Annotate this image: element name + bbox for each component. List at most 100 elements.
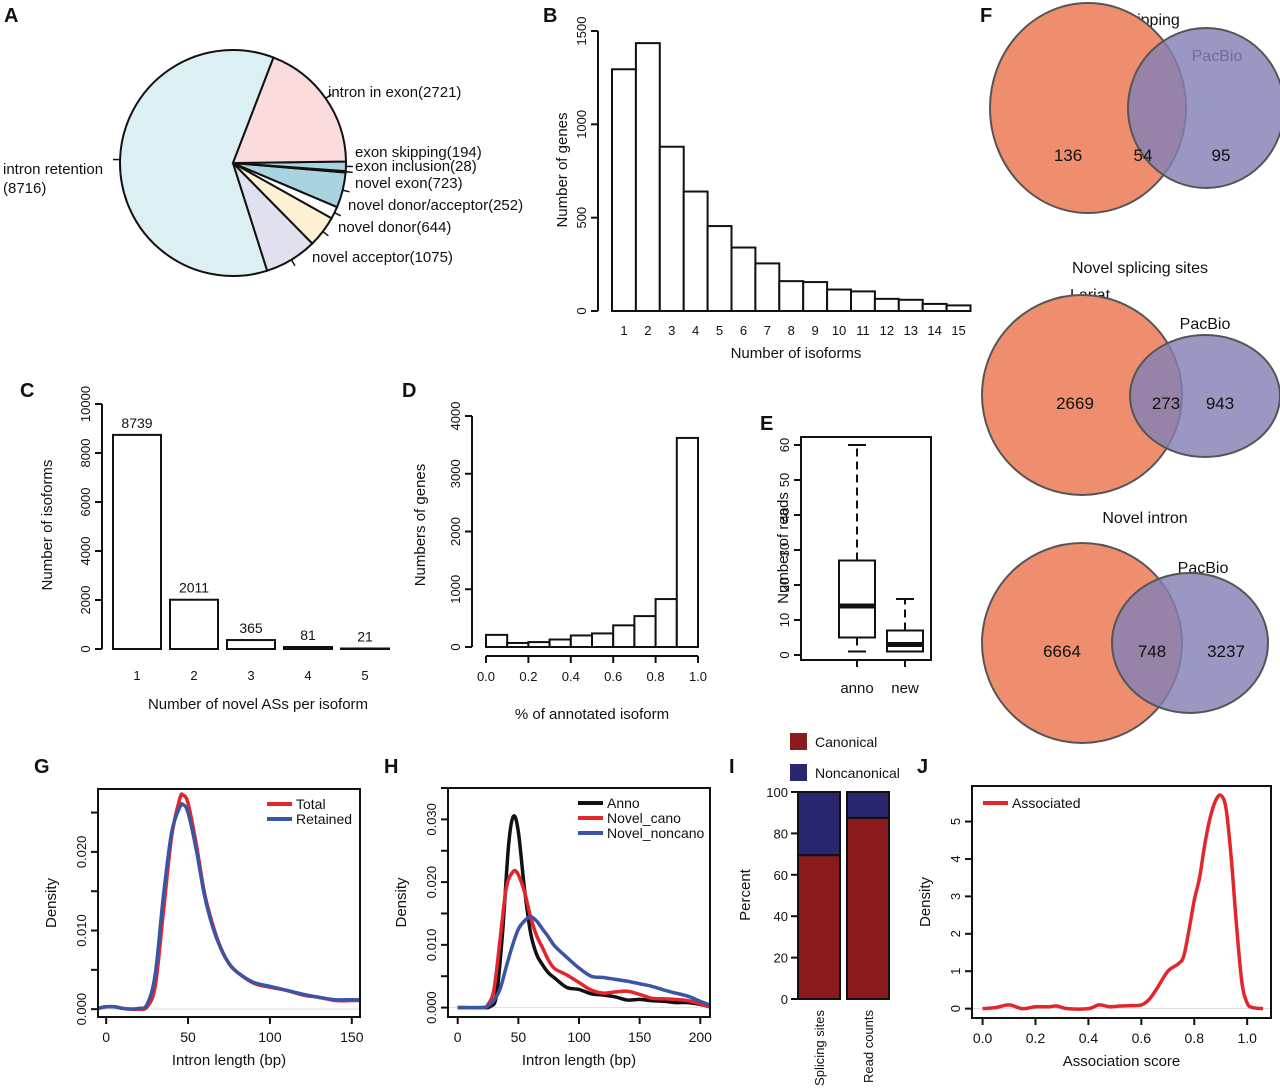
x-tick-label: 150 <box>340 1029 364 1045</box>
y-tick-label: 0.020 <box>424 866 439 899</box>
histogram-bar <box>945 304 972 312</box>
y-axis-label: Density <box>393 877 410 928</box>
y-tick-label: 20 <box>777 578 792 592</box>
venn-count-pacbio-only: 943 <box>1206 394 1234 413</box>
y-tick-label: 10 <box>777 613 792 627</box>
panel-letter-h: H <box>384 756 398 778</box>
panel-f-venn-diagrams: Exon skippingLariatPacBio1365495Novel sp… <box>981 2 1280 744</box>
x-tick-label: 3 <box>247 668 254 683</box>
y-tick-label: 40 <box>777 508 792 522</box>
x-tick-label: 2 <box>190 668 197 683</box>
x-tick-label: 0.4 <box>1079 1030 1099 1046</box>
x-tick-label: 0 <box>454 1029 462 1045</box>
y-tick-label: 80 <box>774 826 788 841</box>
venn-set-label-pacbio: PacBio <box>1180 316 1231 333</box>
legend-label: Associated <box>1012 795 1080 811</box>
panel-i-stacked-percent-bars: 0 20 40 60 80 100 Splicing sites Read counts Per… <box>737 733 900 1086</box>
pie-slice-label: novel acceptor(1075) <box>312 249 453 266</box>
bar-data-label: 21 <box>357 628 373 644</box>
venn-circle-pacbio <box>1111 572 1269 714</box>
panel-letter-f: F <box>980 5 992 27</box>
legend-label: Novel_cano <box>607 810 681 826</box>
pie-slice <box>231 56 348 165</box>
panel-e-reads-boxplot: 0 10 20 30 40 50 60 anno new Number of reads <box>775 436 932 697</box>
panel-letter-e: E <box>760 413 773 435</box>
panel-letter-d: D <box>402 380 416 402</box>
x-tick-label: 7 <box>764 323 771 338</box>
x-axis-label: Association score <box>1063 1053 1181 1070</box>
y-tick-label: 500 <box>574 207 589 229</box>
bar-data-label: 2011 <box>179 580 209 596</box>
histogram-bar <box>754 262 781 312</box>
panel-c-novel-as-bar-chart: 0 2000 4000 6000 8000 10000 8739 1 2011 2 365 3 81 4 2… <box>39 386 390 713</box>
legend-swatch <box>790 733 807 750</box>
bar-data-label: 365 <box>239 620 263 636</box>
stacked-bar-segment-noncanonical <box>846 791 890 819</box>
pie-slice-label: intron retention <box>3 161 103 178</box>
histogram-bar <box>850 290 876 312</box>
x-tick-label: 0.0 <box>477 669 495 684</box>
y-tick-label: 6000 <box>78 488 93 517</box>
y-tick-label: 0.010 <box>424 929 439 962</box>
y-axis-label: Percent <box>737 868 754 921</box>
density-curve-novel-noncano <box>457 914 711 1010</box>
y-axis-label: Number of reads <box>775 492 792 604</box>
panel-letter-j: J <box>917 756 928 778</box>
x-tick-label: 50 <box>180 1029 196 1045</box>
x-tick-label: 1 <box>620 323 627 338</box>
y-tick-label: 0 <box>78 645 93 652</box>
x-tick-label: 4 <box>692 323 699 338</box>
x-axis-label: Intron length (bp) <box>172 1052 286 1069</box>
x-tick-label: 0.0 <box>973 1030 993 1046</box>
x-tick-label: anno <box>840 680 873 697</box>
bar <box>283 646 333 651</box>
pie-label-leader <box>325 93 332 100</box>
histogram-bar <box>921 302 948 313</box>
histogram-bar <box>527 641 551 648</box>
pie-label-leader <box>322 230 329 237</box>
x-tick-label: 1.0 <box>1237 1030 1257 1046</box>
y-tick-label: 1500 <box>574 17 589 46</box>
pie-slice-label: exon inclusion(28) <box>355 158 477 175</box>
stacked-bar-segment-canonical <box>846 816 890 1000</box>
x-tick-label: 200 <box>689 1029 713 1045</box>
histogram-bar <box>706 225 733 312</box>
y-axis-label: Density <box>43 877 60 928</box>
pie-slice-label: novel donor(644) <box>338 219 451 236</box>
histogram-bar <box>591 632 615 649</box>
y-tick-label: 0.010 <box>74 914 89 947</box>
box <box>886 629 924 653</box>
y-tick-label: 0.000 <box>424 991 439 1024</box>
bar <box>226 639 276 650</box>
bar-data-label: 81 <box>300 627 316 643</box>
y-tick-label: 60 <box>774 868 788 883</box>
x-tick-label: 0.6 <box>604 669 622 684</box>
venn-count-overlap: 273 <box>1152 394 1180 413</box>
stacked-bar-segment-noncanonical <box>797 791 841 857</box>
y-tick-label: 3000 <box>448 459 463 488</box>
panel-letter-a: A <box>4 5 18 27</box>
bar <box>112 433 162 650</box>
venn-count-lariat-only: 136 <box>1054 146 1082 165</box>
y-tick-label: 2000 <box>78 586 93 615</box>
x-tick-label: 0.4 <box>562 669 580 684</box>
histogram-bar <box>506 641 530 649</box>
y-tick-label: 4000 <box>448 402 463 431</box>
x-tick-label: 2 <box>644 323 651 338</box>
histogram-bar <box>611 68 637 313</box>
legend-label: Anno <box>607 795 640 811</box>
box <box>838 559 876 639</box>
bar <box>169 598 219 651</box>
density-curve-associated <box>982 793 1264 1011</box>
y-tick-label: 0 <box>777 651 792 658</box>
panel-a-pie-chart: intron retention (8716) novel acceptor(107… <box>3 49 523 277</box>
pie-slice-label-value: (8716) <box>3 180 46 197</box>
x-tick-label: 5 <box>361 668 368 683</box>
x-tick-label: Splicing sites <box>812 1010 827 1086</box>
y-axis-label: Number of isoforms <box>39 460 56 591</box>
pie-slice-label: novel donor/acceptor(252) <box>348 197 523 214</box>
x-tick-label: 12 <box>880 323 894 338</box>
y-tick-label: 4000 <box>78 537 93 566</box>
